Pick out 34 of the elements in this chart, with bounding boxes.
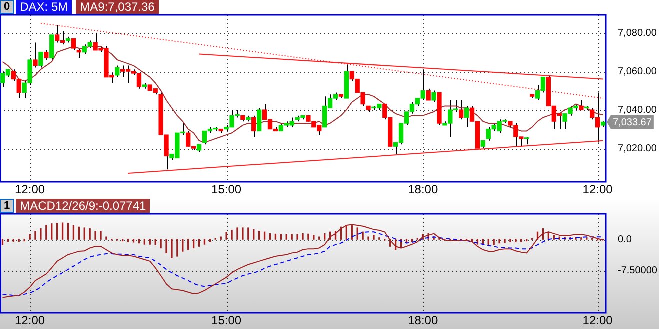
x-tick-label: 12:00: [15, 182, 46, 197]
chart-title: MACD12/26/9:-0.07741: [16, 199, 150, 213]
candlestick: [76, 48, 82, 59]
candlestick: [71, 38, 76, 51]
x-tick-label: 15:00: [212, 314, 242, 328]
y-tick-label: 7,020.00: [618, 143, 658, 154]
candlestick: [33, 42, 38, 68]
text: 0: [0, 0, 14, 14]
y-tick-label: -7.50000: [618, 265, 658, 276]
candlestick: [44, 50, 49, 61]
x-tick-label: 18:00: [408, 182, 438, 197]
candlestick: [256, 108, 262, 132]
candlestick: [432, 90, 436, 103]
x-tick-label: 12:00: [582, 182, 614, 197]
x-tick-label: 18:00: [408, 314, 438, 328]
candlestick: [464, 106, 470, 128]
candlestick: [426, 88, 431, 101]
y-tick-label: 7,040.00: [618, 104, 658, 116]
x-tick-label: 15:00: [212, 182, 242, 197]
y-tick-label: 0.0: [618, 234, 632, 246]
text: 7,033.67: [613, 117, 652, 128]
chart-title: DAX: 5M: [16, 0, 72, 14]
y-tick-label: 7,080.00: [618, 28, 658, 39]
x-tick-label: 12:00: [15, 314, 46, 328]
candlestick: [115, 65, 120, 78]
x-tick-label: 12:00: [582, 314, 614, 328]
candlestick: [458, 100, 464, 120]
candlestick: [579, 100, 584, 111]
text: MA9:7,037.36: [76, 0, 159, 14]
y-tick-label: 7,060.00: [618, 66, 658, 78]
text: 1: [0, 199, 14, 213]
candlestick: [50, 34, 54, 61]
candlestick: [38, 52, 44, 68]
candlestick: [252, 115, 256, 138]
